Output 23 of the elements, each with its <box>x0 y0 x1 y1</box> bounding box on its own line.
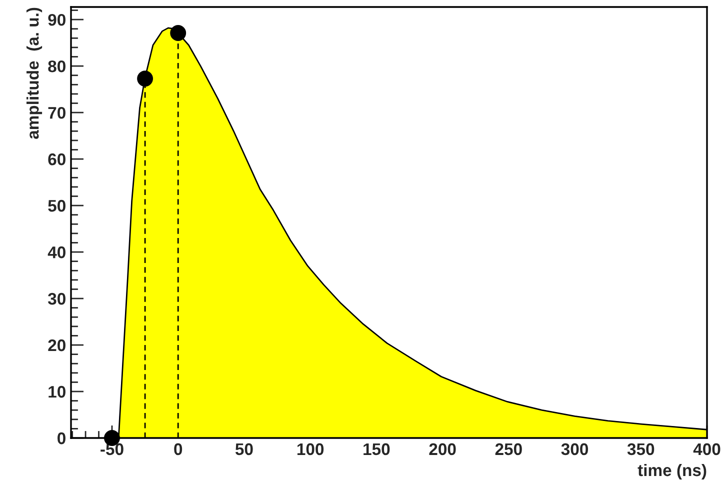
x-axis-title: time (ns) <box>638 464 706 480</box>
y-tick-label: 30 <box>48 292 66 305</box>
x-tick-label: 0 <box>174 443 182 456</box>
y-tick-label: 70 <box>48 106 66 119</box>
x-tick-label: 50 <box>235 443 253 456</box>
x-tick-label: 350 <box>627 443 654 456</box>
y-tick-label: 90 <box>48 14 66 26</box>
x-tick-label: 100 <box>297 443 324 456</box>
x-tick-label: 150 <box>364 443 390 456</box>
y-tick-label: 10 <box>48 386 66 398</box>
y-tick-label: 80 <box>48 60 66 72</box>
y-axis-title: amplitude (a. u.) <box>26 8 42 139</box>
point <box>170 25 186 42</box>
y-tick-label: 50 <box>48 200 66 212</box>
x-tick-label: 250 <box>495 443 522 456</box>
x-tick-label: 300 <box>561 443 588 456</box>
y-tick-label: 0 <box>58 432 66 444</box>
x-tick-label: 200 <box>429 443 456 456</box>
y-tick-label: 60 <box>48 153 66 166</box>
x-tick-label: 400 <box>693 443 720 456</box>
y-tick-label: 40 <box>48 246 66 258</box>
point <box>137 70 154 87</box>
y-tick-label: 20 <box>48 339 66 352</box>
